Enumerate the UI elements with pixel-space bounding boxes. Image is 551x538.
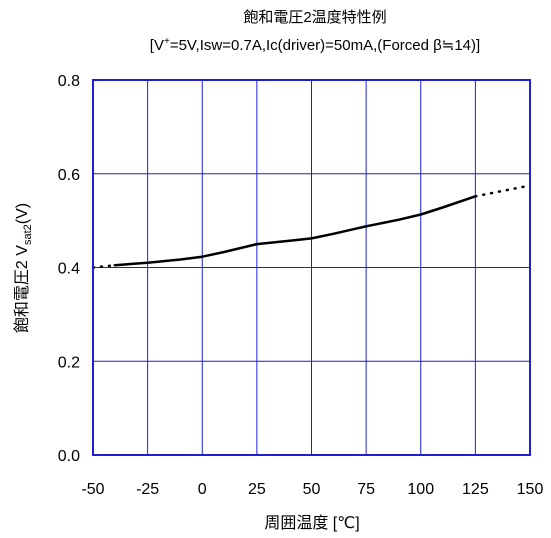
y-tick-label: 0.8: [58, 73, 80, 90]
x-tick-label: -50: [81, 481, 104, 498]
ylabel-sub: sat2: [22, 224, 34, 245]
x-axis-label: 周囲温度 [℃]: [264, 514, 359, 532]
subtitle-sup: +: [164, 36, 170, 47]
y-tick-label: 0.4: [58, 261, 80, 278]
x-tick-label: 25: [248, 481, 266, 498]
y-tick-label: 0.6: [58, 167, 80, 184]
ylabel-prefix: 飽和電圧2 V: [13, 245, 31, 333]
x-tick-label: -25: [136, 481, 159, 498]
grid-lines: [93, 80, 530, 455]
x-tick-label: 75: [357, 481, 375, 498]
subtitle-rest: =5V,Isw=0.7A,Ic(driver)=50mA,(Forced β≒1…: [170, 37, 480, 54]
ylabel-suffix: (V): [14, 203, 31, 224]
chart-title: 飽和電圧2温度特性例: [243, 9, 386, 26]
plot-frame: [92, 79, 531, 456]
x-tick-label: 150: [517, 481, 544, 498]
x-tick-label: 0: [198, 481, 207, 498]
x-tick-label: 100: [407, 481, 434, 498]
x-tick-label: 50: [303, 481, 321, 498]
y-tick-label: 0.0: [58, 448, 80, 465]
data-line: [113, 195, 477, 267]
tick-labels: -50 -25 0 25 50 75 100 125 150 0.0 0.2 0.4 0.6 0.8: [58, 73, 544, 498]
x-tick-label: 125: [462, 481, 489, 498]
data-line-extrapolated: [474, 184, 532, 198]
y-axis-label: 飽和電圧2 Vsat2(V): [13, 203, 34, 333]
chart-subtitle: [V+=5V,Isw=0.7A,Ic(driver)=50mA,(Forced …: [150, 36, 480, 54]
y-tick-label: 0.2: [58, 354, 80, 371]
data-lines: [91, 184, 532, 269]
subtitle-prefix: [V: [150, 37, 164, 54]
